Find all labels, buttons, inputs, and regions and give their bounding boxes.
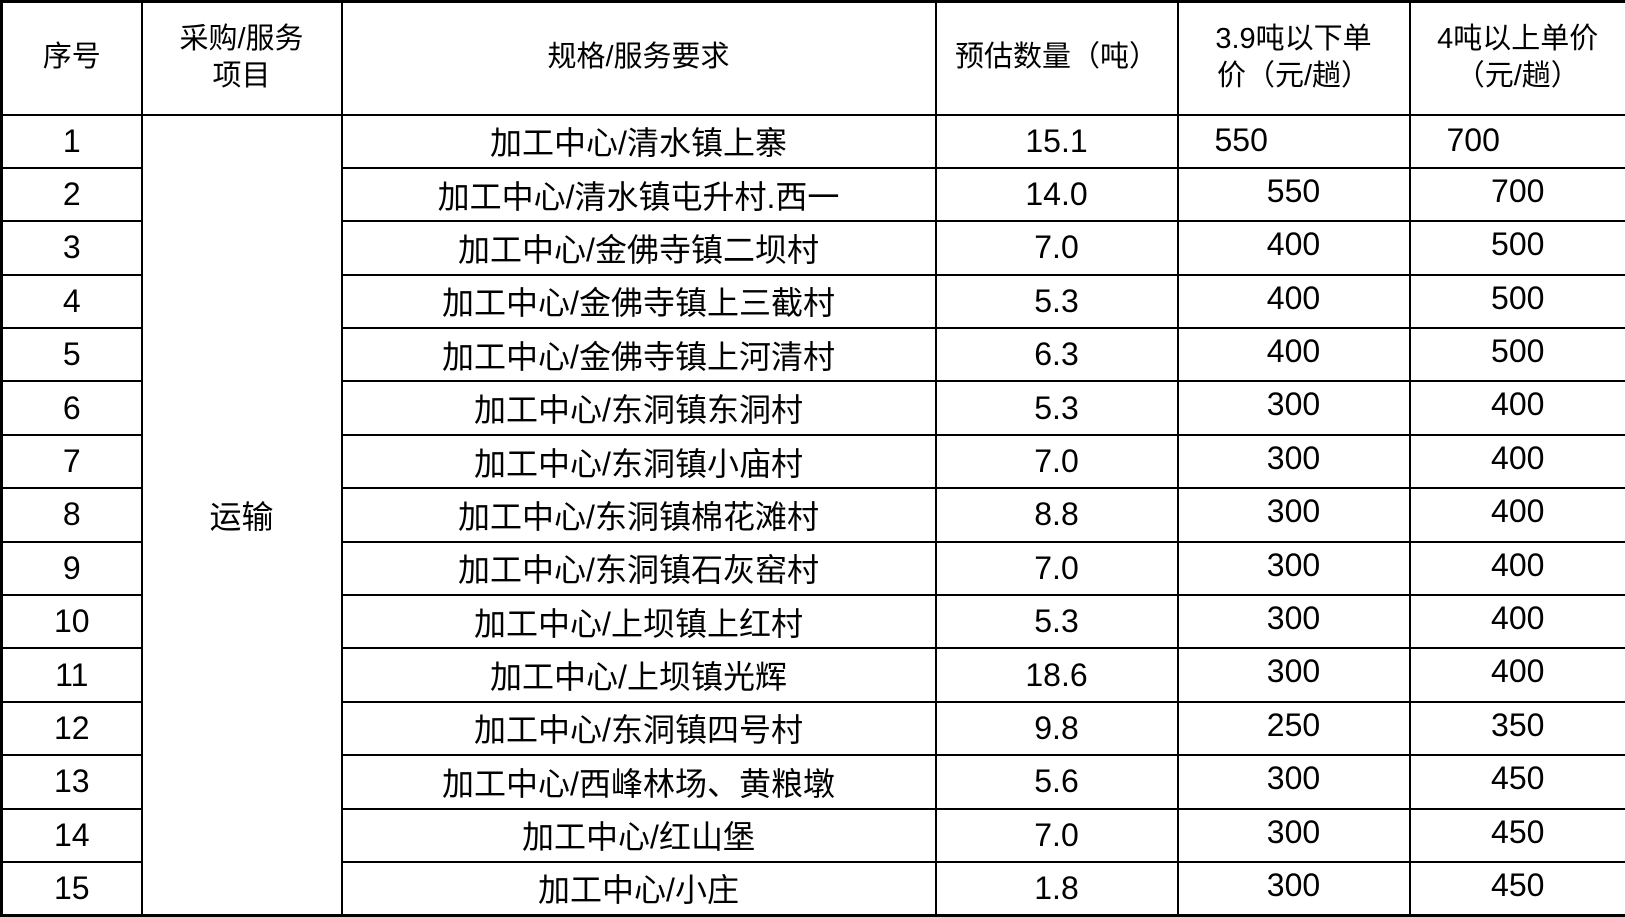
table-row: 8 加工中心/东洞镇棉花滩村 8.8 300 400 — [0, 487, 1625, 543]
cell-spec: 加工中心/上坝镇光辉 — [340, 647, 937, 703]
cell-serial: 6 — [0, 380, 143, 436]
table-row: 12 加工中心/东洞镇四号村 9.8 250 350 — [0, 700, 1625, 757]
header-spec: 规格/服务要求 — [340, 0, 937, 116]
table-row: 3 加工中心/金佛寺镇二坝村 7.0 400 500 — [0, 220, 1625, 276]
cell-price-over: 450 — [1408, 754, 1625, 810]
table-row: 7 加工中心/东洞镇小庙村 7.0 300 400 — [0, 433, 1625, 490]
cell-price-over: 500 — [1408, 273, 1625, 330]
cell-quantity: 9.8 — [934, 700, 1179, 757]
cell-price-under: 400 — [1176, 220, 1411, 276]
table-row: 13 加工中心/西峰林场、黄粮墩 5.6 300 450 — [0, 754, 1625, 810]
cell-price-over: 400 — [1408, 433, 1625, 490]
cell-quantity: 7.0 — [934, 807, 1179, 863]
table-row: 5 加工中心/金佛寺镇上河清村 6.3 400 500 — [0, 327, 1625, 383]
cell-quantity: 15.1 — [934, 113, 1179, 169]
cell-spec: 加工中心/清水镇屯升村.西一 — [340, 166, 937, 223]
cell-price-over: 400 — [1408, 380, 1625, 436]
table-row: 9 加工中心/东洞镇石灰窑村 7.0 300 400 — [0, 540, 1625, 597]
cell-serial: 8 — [0, 487, 143, 543]
cell-serial: 12 — [0, 700, 143, 757]
cell-price-under: 550 — [1176, 166, 1411, 223]
cell-price-under: 300 — [1176, 487, 1411, 543]
cell-quantity: 7.0 — [934, 220, 1179, 276]
cell-price-under: 250 — [1176, 700, 1411, 757]
table-row: 1 运输 加工中心/清水镇上寨 15.1 550 700 — [0, 113, 1625, 917]
cell-price-under: 300 — [1176, 540, 1411, 597]
cell-serial: 10 — [0, 594, 143, 650]
cell-category-merged: 运输 — [140, 113, 343, 917]
cell-spec: 加工中心/金佛寺镇上三截村 — [340, 273, 937, 330]
cell-quantity: 5.3 — [934, 273, 1179, 330]
cell-price-over: 350 — [1408, 700, 1625, 757]
header-category: 采购/服务 项目 — [140, 0, 343, 116]
cell-spec: 加工中心/红山堡 — [340, 807, 937, 863]
cell-serial: 13 — [0, 754, 143, 810]
cell-spec: 加工中心/东洞镇四号村 — [340, 700, 937, 757]
table-row: 15 加工中心/小庄 1.8 300 450 — [0, 860, 1625, 917]
cell-serial: 3 — [0, 220, 143, 276]
cell-price-under: 550 — [1176, 113, 1411, 169]
table-row: 11 加工中心/上坝镇光辉 18.6 300 400 — [0, 647, 1625, 703]
cell-spec: 加工中心/东洞镇石灰窑村 — [340, 540, 937, 597]
cell-price-under: 300 — [1176, 380, 1411, 436]
cell-spec: 加工中心/金佛寺镇二坝村 — [340, 220, 937, 276]
table-row: 10 加工中心/上坝镇上红村 5.3 300 400 — [0, 594, 1625, 650]
cell-quantity: 5.3 — [934, 594, 1179, 650]
cell-price-over: 500 — [1408, 220, 1625, 276]
cell-spec: 加工中心/西峰林场、黄粮墩 — [340, 754, 937, 810]
cell-serial: 9 — [0, 540, 143, 597]
cell-price-under: 300 — [1176, 807, 1411, 863]
table-row: 4 加工中心/金佛寺镇上三截村 5.3 400 500 — [0, 273, 1625, 330]
cell-spec: 加工中心/上坝镇上红村 — [340, 594, 937, 650]
cell-serial: 15 — [0, 860, 143, 917]
cell-quantity: 7.0 — [934, 433, 1179, 490]
cell-price-over: 700 — [1408, 166, 1625, 223]
cell-price-under: 300 — [1176, 594, 1411, 650]
cell-quantity: 1.8 — [934, 860, 1179, 917]
cell-serial: 2 — [0, 166, 143, 223]
cell-spec: 加工中心/东洞镇小庙村 — [340, 433, 937, 490]
cell-price-over: 400 — [1408, 594, 1625, 650]
cell-serial: 11 — [0, 647, 143, 703]
table-row: 6 加工中心/东洞镇东洞村 5.3 300 400 — [0, 380, 1625, 436]
cell-price-under: 300 — [1176, 647, 1411, 703]
table-header-row: 序号 采购/服务 项目 规格/服务要求 预估数量（吨） 3.9吨以下单 价（元/… — [0, 0, 1625, 116]
cell-price-under: 300 — [1176, 433, 1411, 490]
cell-spec: 加工中心/东洞镇棉花滩村 — [340, 487, 937, 543]
cell-spec: 加工中心/金佛寺镇上河清村 — [340, 327, 937, 383]
cell-spec: 加工中心/清水镇上寨 — [340, 113, 937, 169]
header-quantity: 预估数量（吨） — [934, 0, 1179, 116]
cell-spec: 加工中心/小庄 — [340, 860, 937, 917]
cell-price-over: 500 — [1408, 327, 1625, 383]
cell-price-under: 400 — [1176, 273, 1411, 330]
cell-quantity: 18.6 — [934, 647, 1179, 703]
table-row: 2 加工中心/清水镇屯升村.西一 14.0 550 700 — [0, 166, 1625, 223]
cell-quantity: 7.0 — [934, 540, 1179, 597]
cell-serial: 4 — [0, 273, 143, 330]
header-price-over-4t: 4吨以上单价 （元/趟） — [1408, 0, 1625, 116]
cell-quantity: 8.8 — [934, 487, 1179, 543]
cell-price-over: 400 — [1408, 540, 1625, 597]
cell-quantity: 5.3 — [934, 380, 1179, 436]
table-row: 14 加工中心/红山堡 7.0 300 450 — [0, 807, 1625, 863]
cell-price-over: 400 — [1408, 647, 1625, 703]
cell-serial: 14 — [0, 807, 143, 863]
header-serial: 序号 — [0, 0, 143, 116]
cell-price-under: 300 — [1176, 754, 1411, 810]
cell-price-under: 300 — [1176, 860, 1411, 917]
header-price-under-3-9t: 3.9吨以下单 价（元/趟） — [1176, 0, 1411, 116]
cell-price-over: 400 — [1408, 487, 1625, 543]
cell-quantity: 6.3 — [934, 327, 1179, 383]
cell-price-over: 450 — [1408, 807, 1625, 863]
cell-quantity: 14.0 — [934, 166, 1179, 223]
cell-price-over: 450 — [1408, 860, 1625, 917]
cell-serial: 5 — [0, 327, 143, 383]
cell-serial: 1 — [0, 113, 143, 169]
cell-spec: 加工中心/东洞镇东洞村 — [340, 380, 937, 436]
cell-price-over: 700 — [1408, 113, 1625, 169]
cell-serial: 7 — [0, 433, 143, 490]
cell-quantity: 5.6 — [934, 754, 1179, 810]
cell-price-under: 400 — [1176, 327, 1411, 383]
